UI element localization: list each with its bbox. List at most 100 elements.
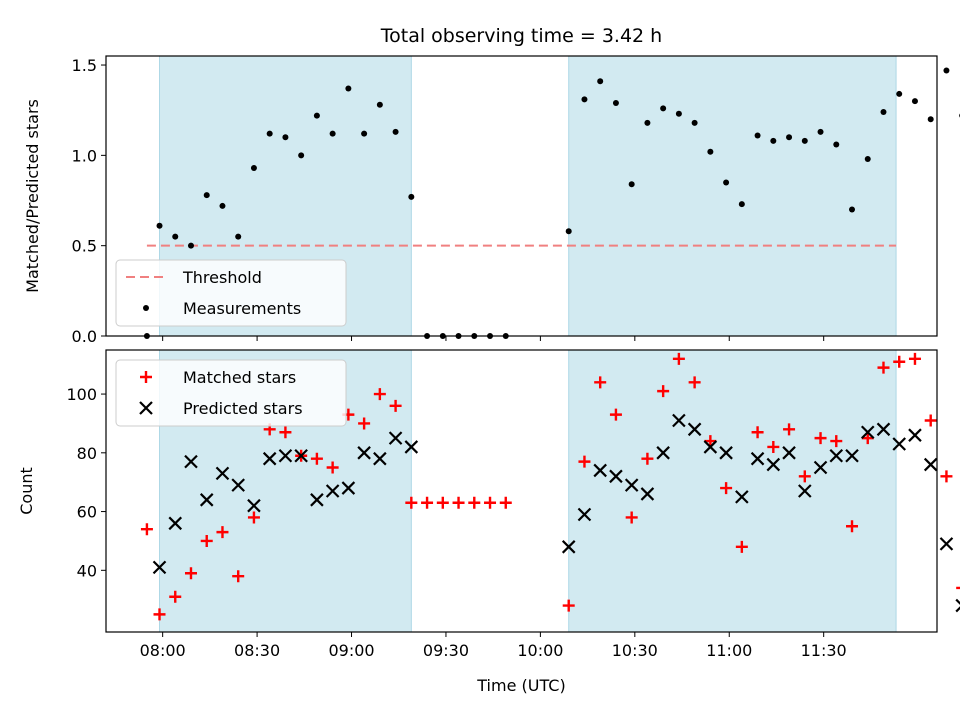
measurement-point	[329, 130, 336, 137]
matched-star-point	[310, 452, 323, 465]
top-panel: 0.0 0.5 1.0 1.5 Matched/Predicted stars Thres…	[23, 55, 960, 346]
matched-star-point	[468, 496, 481, 509]
matched-star-point	[405, 496, 418, 509]
matched-star-point	[232, 570, 245, 583]
predicted-star-point	[923, 457, 938, 472]
measurement-point	[172, 233, 179, 240]
predicted-star-point	[892, 437, 907, 451]
predicted-star-point	[168, 516, 183, 531]
y-axis-label: Count	[17, 467, 36, 515]
x-tick-label: 10:00	[517, 641, 563, 660]
predicted-star-point	[278, 448, 293, 463]
measurement-point	[187, 242, 194, 249]
y-tick-label: 0.0	[72, 327, 97, 346]
measurement-point	[282, 134, 289, 141]
x-tick-label: 11:30	[801, 641, 847, 660]
measurement-point	[691, 119, 698, 126]
x-tick-label: 08:00	[140, 641, 186, 660]
measurement-point	[156, 222, 163, 229]
y-axis-label: Matched/Predicted stars	[23, 99, 42, 293]
matched-star-point	[216, 526, 229, 539]
predicted-star-point	[845, 448, 859, 463]
y-tick-label: 60	[77, 503, 97, 522]
axes-frame	[105, 349, 938, 633]
x-tick-label: 09:00	[328, 641, 374, 660]
matched-star-point	[421, 496, 434, 509]
measurement-point	[707, 148, 714, 155]
matched-star-point	[830, 435, 843, 448]
measurement-point	[754, 132, 761, 139]
measurement-point	[723, 179, 730, 186]
matched-star-point	[153, 608, 166, 621]
measurement-point	[250, 165, 257, 171]
measurement-point	[786, 134, 793, 141]
predicted-star-point	[860, 425, 875, 440]
legend-marker	[143, 305, 149, 311]
measurement-point	[408, 193, 415, 200]
y-tick-label: 80	[77, 444, 97, 463]
predicted-star-point	[184, 454, 198, 469]
matched-star-point	[940, 470, 953, 483]
predicted-star-point	[829, 448, 844, 463]
predicted-star-point	[955, 598, 960, 613]
x-tick-label: 10:30	[612, 641, 658, 660]
matched-star-point	[499, 496, 512, 509]
predicted-star-point	[939, 537, 954, 551]
predicted-star-point	[404, 440, 419, 454]
measurement-point	[203, 192, 210, 199]
measurement-point	[817, 128, 824, 135]
y-tick-label: 1.0	[72, 146, 97, 165]
matched-star-point	[279, 426, 292, 439]
predicted-star-point	[561, 540, 576, 554]
predicted-star-point	[373, 451, 387, 466]
predicted-star-point	[577, 507, 592, 522]
matched-star-point	[767, 440, 780, 453]
matched-star-point	[641, 452, 654, 465]
matched-star-point	[358, 417, 371, 430]
measurement-point	[849, 206, 856, 213]
measurement-point	[644, 119, 651, 126]
measurement-point	[943, 67, 950, 74]
x-tick-label: 08:30	[234, 641, 280, 660]
matched-star-point	[609, 408, 622, 421]
matched-star-point	[735, 540, 748, 553]
measurement-point	[376, 101, 383, 108]
predicted-star-point	[325, 484, 340, 498]
measurement-point	[361, 130, 368, 137]
predicted-star-point	[247, 498, 261, 513]
measurement-point	[738, 201, 745, 208]
measurement-point	[235, 233, 242, 240]
y-tick-label: 100	[66, 385, 97, 404]
y-tick-label: 40	[77, 561, 97, 580]
matched-star-point	[783, 423, 796, 436]
predicted-star-point	[656, 446, 670, 460]
measurement-point	[675, 110, 682, 117]
matched-star-point	[594, 376, 607, 389]
matched-star-point	[578, 455, 591, 468]
predicted-star-point	[908, 428, 922, 442]
matched-star-point	[484, 496, 497, 509]
measurement-point	[896, 90, 903, 97]
chart-title: Total observing time = 3.42 h	[380, 25, 662, 47]
predicted-star-point	[609, 469, 623, 484]
x-axis-label: Time (UTC)	[476, 676, 565, 695]
matched-star-point	[924, 414, 937, 427]
matched-star-point	[798, 470, 811, 483]
predicted-star-point	[152, 560, 167, 575]
matched-star-point	[452, 496, 465, 509]
matched-star-point	[908, 352, 921, 365]
legend-label: Matched stars	[183, 368, 296, 387]
measurement-point	[565, 228, 572, 235]
measurement-point	[801, 137, 808, 144]
predicted-star-point	[310, 493, 324, 507]
matched-star-point	[956, 586, 960, 590]
legend-box	[115, 359, 347, 427]
matched-star-point	[373, 388, 386, 401]
matched-star-point	[704, 435, 717, 448]
matched-star-point	[688, 376, 701, 389]
predicted-star-point	[199, 493, 214, 507]
predicted-star-point	[624, 478, 639, 492]
matched-star-point	[720, 482, 733, 495]
measurement-point	[864, 155, 871, 162]
